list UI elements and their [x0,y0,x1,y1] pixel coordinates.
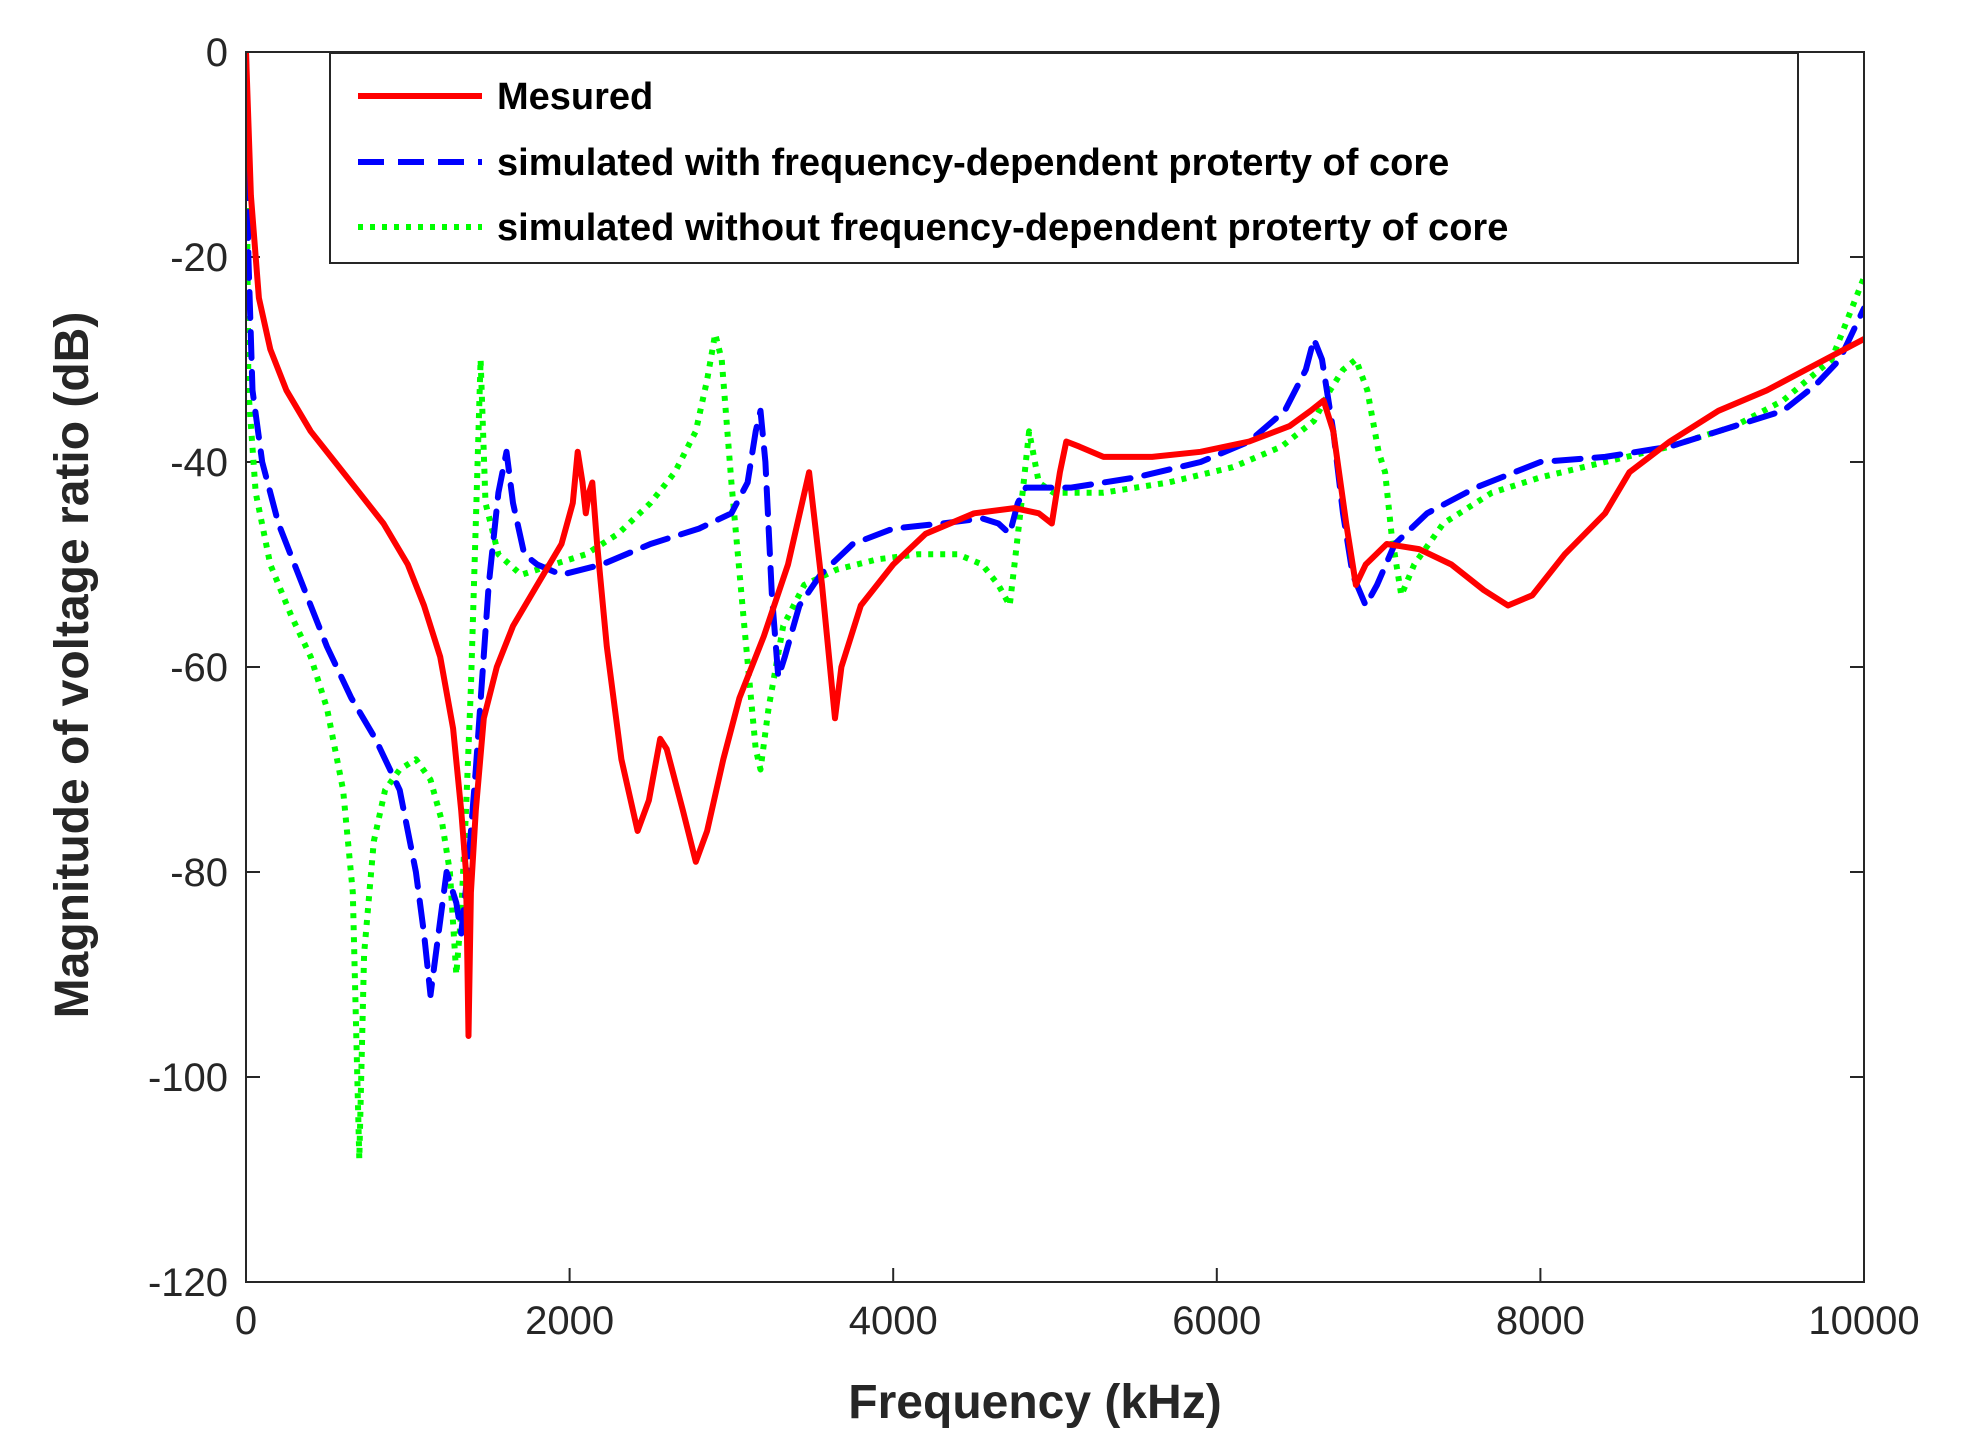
legend-label-simulated-without-fd: simulated without frequency-dependent pr… [497,207,1508,249]
y-tick-label: -20 [170,236,228,280]
y-axis-title: Magnitude of voltage ratio (dB) [46,312,99,1019]
y-tick-label: -80 [170,851,228,895]
x-tick-label: 4000 [849,1299,938,1343]
y-tick-label: -100 [148,1056,228,1100]
legend-box [329,52,1799,264]
series-measured [246,52,1864,1039]
series-layer [246,52,1864,1162]
x-tick-label: 2000 [525,1299,614,1343]
y-tick-label: -60 [170,646,228,690]
y-tick-label: 0 [206,31,228,75]
x-tick-label: 8000 [1496,1299,1585,1343]
legend-label-measured: Mesured [497,76,653,118]
y-tick-label: -120 [148,1261,228,1305]
legend-label-simulated-with-fd: simulated with frequency-dependent prote… [497,142,1449,184]
axis-tick-labels: 0 2000 4000 6000 8000 10000 0 -20 -40 -60 -80 -100 -… [148,31,1920,1343]
x-tick-label: 6000 [1172,1299,1261,1343]
series-simulated-without-fd [246,52,1864,1162]
x-axis-title: Frequency (kHz) [848,1376,1221,1429]
x-tick-label: 10000 [1808,1299,1919,1343]
legend: Mesured simulated with frequency-dependen… [329,52,1799,264]
x-tick-label: 0 [235,1299,257,1343]
y-tick-label: -40 [170,441,228,485]
